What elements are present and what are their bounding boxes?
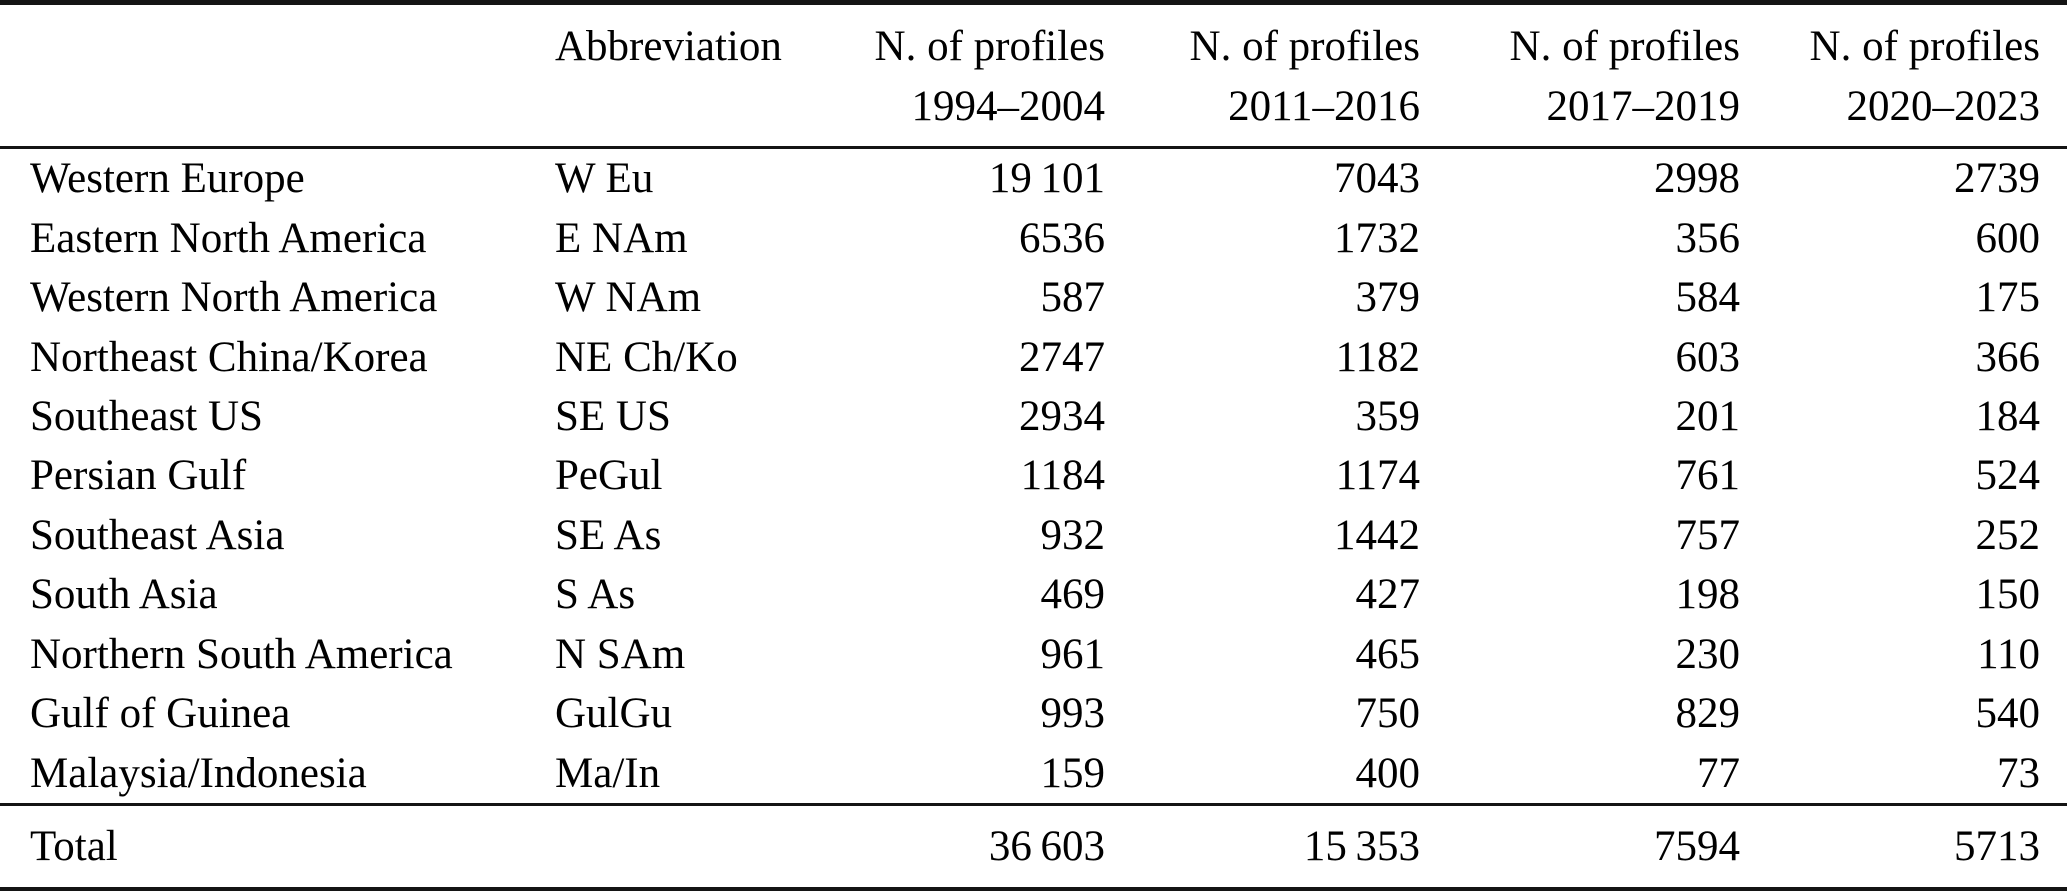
value-cell: 175 (1975, 274, 2041, 322)
region-cell: Gulf of Guinea (30, 690, 291, 738)
value-cell: 961 (1040, 630, 1106, 678)
value-cell: 993 (1040, 690, 1106, 738)
header-period-title: N. of profiles (874, 23, 1105, 70)
value-cell: 1182 (1335, 333, 1420, 381)
header-period-2020-2023: N. of profiles 2020–2023 (1740, 17, 2040, 137)
table-row: Northern South America N SAm 961 465 230… (0, 625, 2067, 684)
header-abbreviation-cell: Abbreviation (555, 23, 782, 70)
value-cell: 359 (1355, 392, 1421, 440)
abbr-cell: NE Ch/Ko (555, 333, 738, 381)
table-row: Northeast China/Korea NE Ch/Ko 2747 1182… (0, 327, 2067, 386)
value-cell: 524 (1975, 452, 2041, 500)
header-period-title: N. of profiles (1189, 23, 1420, 70)
abbr-cell: Ma/In (555, 749, 661, 797)
value-cell: 150 (1975, 571, 2041, 619)
value-cell: 356 (1675, 214, 1741, 262)
value-cell: 159 (1040, 749, 1106, 797)
table-row: Southeast US SE US 2934 359 201 184 (0, 387, 2067, 446)
abbr-cell: PeGul (555, 452, 663, 500)
header-period-2017-2019: N. of profiles 2017–2019 (1420, 17, 1740, 137)
table-body: Western Europe W Eu 19 101 7043 2998 273… (0, 149, 2067, 803)
region-cell: Persian Gulf (30, 452, 247, 500)
value-cell: 184 (1975, 392, 2041, 440)
value-cell: 77 (1697, 749, 1740, 797)
header-period-years: 2020–2023 (1846, 83, 2041, 130)
table-row: Southeast Asia SE As 932 1442 757 252 (0, 506, 2067, 565)
value-cell: 932 (1040, 511, 1106, 559)
abbr-cell: S As (555, 571, 636, 619)
abbr-cell: W Eu (555, 155, 654, 203)
value-cell: 603 (1675, 333, 1741, 381)
value-cell: 2934 (1019, 392, 1105, 440)
value-cell: 761 (1675, 452, 1741, 500)
total-value-cell: 36 603 (988, 823, 1105, 870)
value-cell: 1732 (1334, 214, 1420, 262)
value-cell: 587 (1040, 274, 1106, 322)
value-cell: 1184 (1020, 452, 1105, 500)
value-cell: 600 (1975, 214, 2041, 262)
region-cell: Northern South America (30, 630, 453, 678)
value-cell: 252 (1975, 511, 2041, 559)
value-cell: 829 (1675, 690, 1741, 738)
abbr-cell: GulGu (555, 690, 673, 738)
region-cell: Eastern North America (30, 214, 427, 262)
value-cell: 201 (1675, 392, 1741, 440)
value-cell: 400 (1355, 749, 1421, 797)
total-value-cell: 7594 (1654, 823, 1740, 870)
header-period-years: 2017–2019 (1546, 83, 1741, 130)
value-cell: 427 (1355, 571, 1421, 619)
abbr-cell: W NAm (555, 274, 702, 322)
value-cell: 469 (1040, 571, 1106, 619)
table-total-row: Total 36 603 15 353 7594 5713 (0, 803, 2067, 887)
value-cell: 198 (1675, 571, 1741, 619)
header-period-2011-2016: N. of profiles 2011–2016 (1105, 17, 1420, 137)
value-cell: 465 (1355, 630, 1421, 678)
abbr-cell: E NAm (555, 214, 688, 262)
value-cell: 757 (1675, 511, 1741, 559)
total-value-cell: 5713 (1954, 823, 2040, 870)
region-cell: Malaysia/Indonesia (30, 749, 367, 797)
value-cell: 110 (1977, 630, 2040, 678)
region-cell: South Asia (30, 571, 218, 619)
total-value-cell: 15 353 (1303, 823, 1420, 870)
value-cell: 6536 (1019, 214, 1105, 262)
table-row: Gulf of Guinea GulGu 993 750 829 540 (0, 684, 2067, 743)
value-cell: 540 (1975, 690, 2041, 738)
region-cell: Western Europe (30, 155, 305, 203)
value-cell: 7043 (1334, 155, 1420, 203)
header-period-1994-2004: N. of profiles 1994–2004 (805, 17, 1105, 137)
table-row: Western North America W NAm 587 379 584 … (0, 268, 2067, 327)
table-row: Malaysia/Indonesia Ma/In 159 400 77 73 (0, 743, 2067, 802)
table-row: Western Europe W Eu 19 101 7043 2998 273… (0, 149, 2067, 208)
table-header-row: Abbreviation N. of profiles 1994–2004 N.… (0, 5, 2067, 149)
value-cell: 2747 (1019, 333, 1105, 381)
value-cell: 379 (1355, 274, 1421, 322)
table-row: South Asia S As 469 427 198 150 (0, 565, 2067, 624)
header-period-title: N. of profiles (1809, 23, 2040, 70)
value-cell: 1442 (1334, 511, 1420, 559)
region-cell: Northeast China/Korea (30, 333, 428, 381)
total-label-cell: Total (30, 823, 118, 870)
value-cell: 366 (1975, 333, 2041, 381)
region-cell: Western North America (30, 274, 438, 322)
abbr-cell: SE US (555, 392, 671, 440)
table-row: Eastern North America E NAm 6536 1732 35… (0, 208, 2067, 267)
value-cell: 2998 (1654, 155, 1740, 203)
region-cell: Southeast US (30, 392, 263, 440)
abbr-cell: N SAm (555, 630, 686, 678)
header-period-title: N. of profiles (1509, 23, 1740, 70)
value-cell: 230 (1675, 630, 1741, 678)
table-row: Persian Gulf PeGul 1184 1174 761 524 (0, 446, 2067, 505)
header-period-years: 2011–2016 (1228, 83, 1420, 130)
value-cell: 584 (1675, 274, 1741, 322)
header-period-years: 1994–2004 (911, 83, 1106, 130)
value-cell: 19 101 (988, 155, 1105, 203)
value-cell: 73 (1997, 749, 2040, 797)
value-cell: 750 (1355, 690, 1421, 738)
value-cell: 2739 (1954, 155, 2040, 203)
region-cell: Southeast Asia (30, 511, 285, 559)
abbr-cell: SE As (555, 511, 662, 559)
value-cell: 1174 (1335, 452, 1420, 500)
